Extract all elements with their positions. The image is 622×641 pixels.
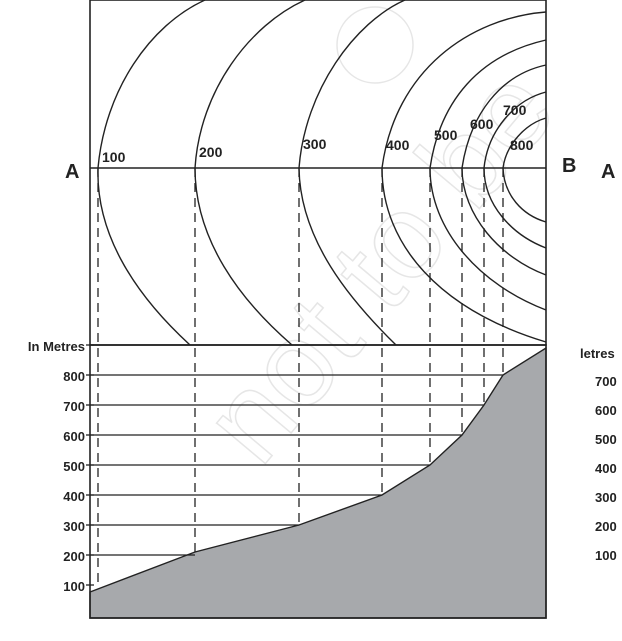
section-start-label: A (65, 161, 79, 183)
contour-line-100 (97, 0, 206, 346)
contour-label-700: 700 (503, 102, 527, 118)
cropped-axis-title: letres (580, 346, 615, 361)
cropped-tick-200: 200 (595, 519, 617, 534)
contour-label-200: 200 (199, 144, 223, 160)
cropped-tick-300: 300 (595, 490, 617, 505)
profile-frame (89, 344, 547, 619)
cropped-tick-100: 100 (595, 548, 617, 563)
profile-tick-800: 800 (63, 369, 85, 384)
profile-tick-600: 600 (63, 429, 85, 444)
profile-tick-200: 200 (63, 549, 85, 564)
contour-label-100: 100 (102, 149, 126, 165)
contour-label-400: 400 (386, 137, 410, 153)
profile-tick-700: 700 (63, 399, 85, 414)
profile-tick-400: 400 (63, 489, 85, 504)
profile-tick-100: 100 (63, 579, 85, 594)
contour-label-800: 800 (510, 137, 534, 153)
cropped-tick-600: 600 (595, 403, 617, 418)
cropped-tick-400: 400 (595, 461, 617, 476)
cropped-tick-700: 700 (595, 374, 617, 389)
contour-label-300: 300 (303, 136, 327, 152)
profile-tick-300: 300 (63, 519, 85, 534)
profile-tick-500: 500 (63, 459, 85, 474)
projection-lines (97, 168, 504, 585)
profile-panel (86, 344, 547, 619)
profile-gridlines (90, 374, 503, 556)
cropped-tick-500: 500 (595, 432, 617, 447)
profile-axis-title: In Metres (28, 339, 85, 354)
profile-ticks (86, 344, 94, 586)
right-edge-label: A (601, 161, 615, 183)
contour-label-600: 600 (470, 116, 494, 132)
section-end-label: B (562, 155, 576, 177)
contour-label-500: 500 (434, 127, 458, 143)
